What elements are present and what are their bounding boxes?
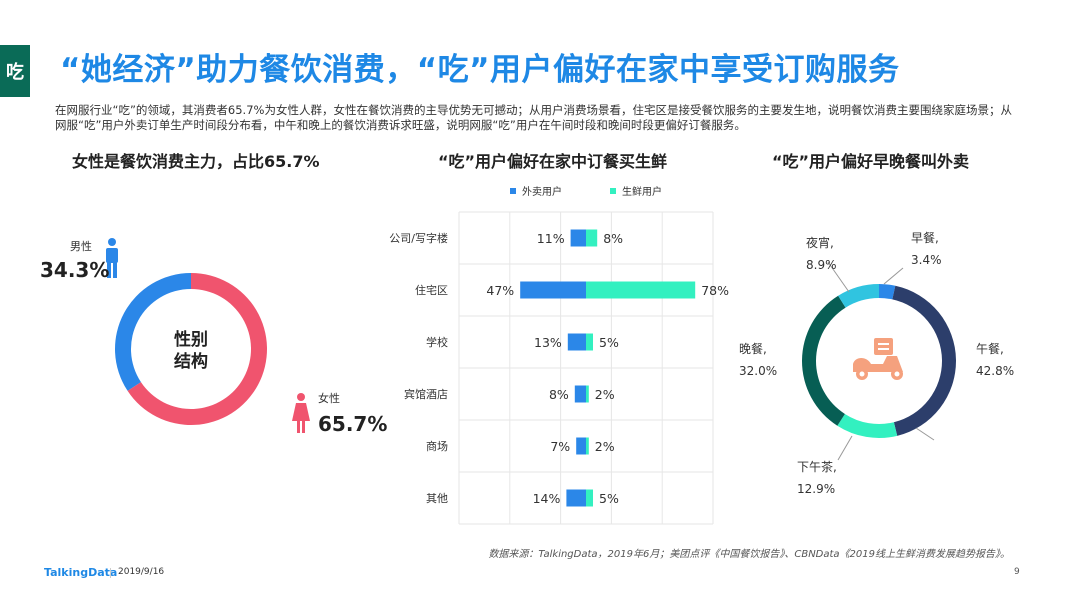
bar-takeout	[574, 385, 586, 403]
meal-label-name: 早餐,	[911, 230, 939, 245]
bar-takeout	[576, 437, 586, 455]
bar-label-takeout: 47%	[486, 283, 514, 298]
male-value: 34.3%	[40, 258, 109, 282]
center-label-line1: 性别	[174, 329, 208, 350]
bar-fresh	[586, 489, 593, 507]
brand-logo: TalkingData	[44, 566, 118, 579]
scooter-icon	[853, 338, 903, 380]
bar-fresh	[586, 385, 589, 403]
leader-line-1	[827, 261, 850, 293]
legend-swatch-fresh	[610, 188, 616, 194]
bar-label-takeout: 8%	[549, 387, 569, 402]
gender-slice-0	[115, 273, 191, 391]
bar-fresh	[586, 229, 598, 247]
female-value: 65.7%	[318, 412, 387, 436]
center-label-line2: 结构	[174, 351, 208, 372]
bar-takeout	[570, 229, 586, 247]
meal-slice-3	[801, 295, 846, 426]
meal-chart-title: “吃”用户偏好早晚餐叫外卖	[772, 152, 970, 171]
location-chart-title: “吃”用户偏好在家中订餐买生鲜	[438, 152, 668, 171]
leader-line-2	[915, 427, 935, 441]
bar-label-fresh: 2%	[595, 387, 615, 402]
bar-takeout	[566, 489, 586, 507]
bar-label-fresh: 8%	[603, 231, 623, 246]
meal-label-value: 32.0%	[739, 364, 777, 378]
meal-slice-0	[879, 284, 896, 300]
legend-swatch-takeout	[510, 188, 516, 194]
bar-takeout	[520, 281, 586, 299]
category-label: 商场	[426, 439, 448, 453]
meal-label-value: 12.9%	[797, 482, 835, 496]
male-label: 男性	[70, 239, 92, 253]
data-source: 数据来源：TalkingData，2019年6月；美团点评《中国餐饮报告》、CB…	[488, 549, 1010, 560]
bar-label-takeout: 11%	[537, 231, 565, 246]
bar-label-fresh: 5%	[599, 335, 619, 350]
bar-fresh	[586, 333, 593, 351]
category-label: 其他	[426, 492, 448, 505]
footer-divider	[110, 568, 111, 578]
meal-label-name: 晚餐,	[739, 341, 767, 356]
female-label: 女性	[318, 391, 340, 405]
category-label: 宾馆酒店	[404, 387, 448, 401]
category-label: 学校	[426, 335, 448, 349]
meal-label-value: 8.9%	[806, 258, 837, 272]
legend-label-fresh: 生鲜用户	[622, 185, 662, 198]
meal-slice-1	[892, 285, 956, 436]
meal-slice-2	[837, 413, 898, 438]
bar-fresh	[586, 281, 696, 299]
bar-label-fresh: 2%	[595, 439, 615, 454]
meal-label-name: 下午茶,	[797, 459, 837, 474]
page-title: “她经济”助力餐饮消费，“吃”用户偏好在家中享受订购服务	[60, 52, 900, 88]
category-label: 公司/写字楼	[389, 231, 448, 245]
gender-chart-title: 女性是餐饮消费主力，占比65.7%	[72, 152, 320, 171]
meal-slice-4	[838, 284, 879, 308]
bar-label-takeout: 13%	[534, 335, 562, 350]
bar-label-takeout: 14%	[533, 491, 561, 506]
meal-label-value: 3.4%	[911, 253, 942, 267]
meal-label-name: 午餐,	[976, 341, 1004, 356]
intro-paragraph: 在网服行业“吃”的领域，其消费者65.7%为女性人群，女性在餐饮消费的主导优势无…	[55, 103, 1012, 132]
bar-takeout	[567, 333, 586, 351]
legend-label-takeout: 外卖用户	[522, 185, 562, 198]
meal-label-value: 42.8%	[976, 364, 1014, 378]
male-icon	[106, 238, 118, 278]
bar-label-takeout: 7%	[550, 439, 570, 454]
leader-line-0	[883, 267, 904, 285]
side-tab: 吃	[0, 45, 30, 97]
bar-label-fresh: 5%	[599, 491, 619, 506]
female-icon	[292, 393, 310, 433]
bar-label-fresh: 78%	[701, 283, 729, 298]
footer-date: 2019/9/16	[118, 567, 165, 577]
meal-label-name: 夜宵,	[806, 235, 834, 250]
bar-fresh	[586, 437, 589, 455]
leader-line-3	[837, 435, 853, 461]
category-label: 住宅区	[415, 283, 448, 297]
page-number: 9	[1014, 567, 1020, 577]
